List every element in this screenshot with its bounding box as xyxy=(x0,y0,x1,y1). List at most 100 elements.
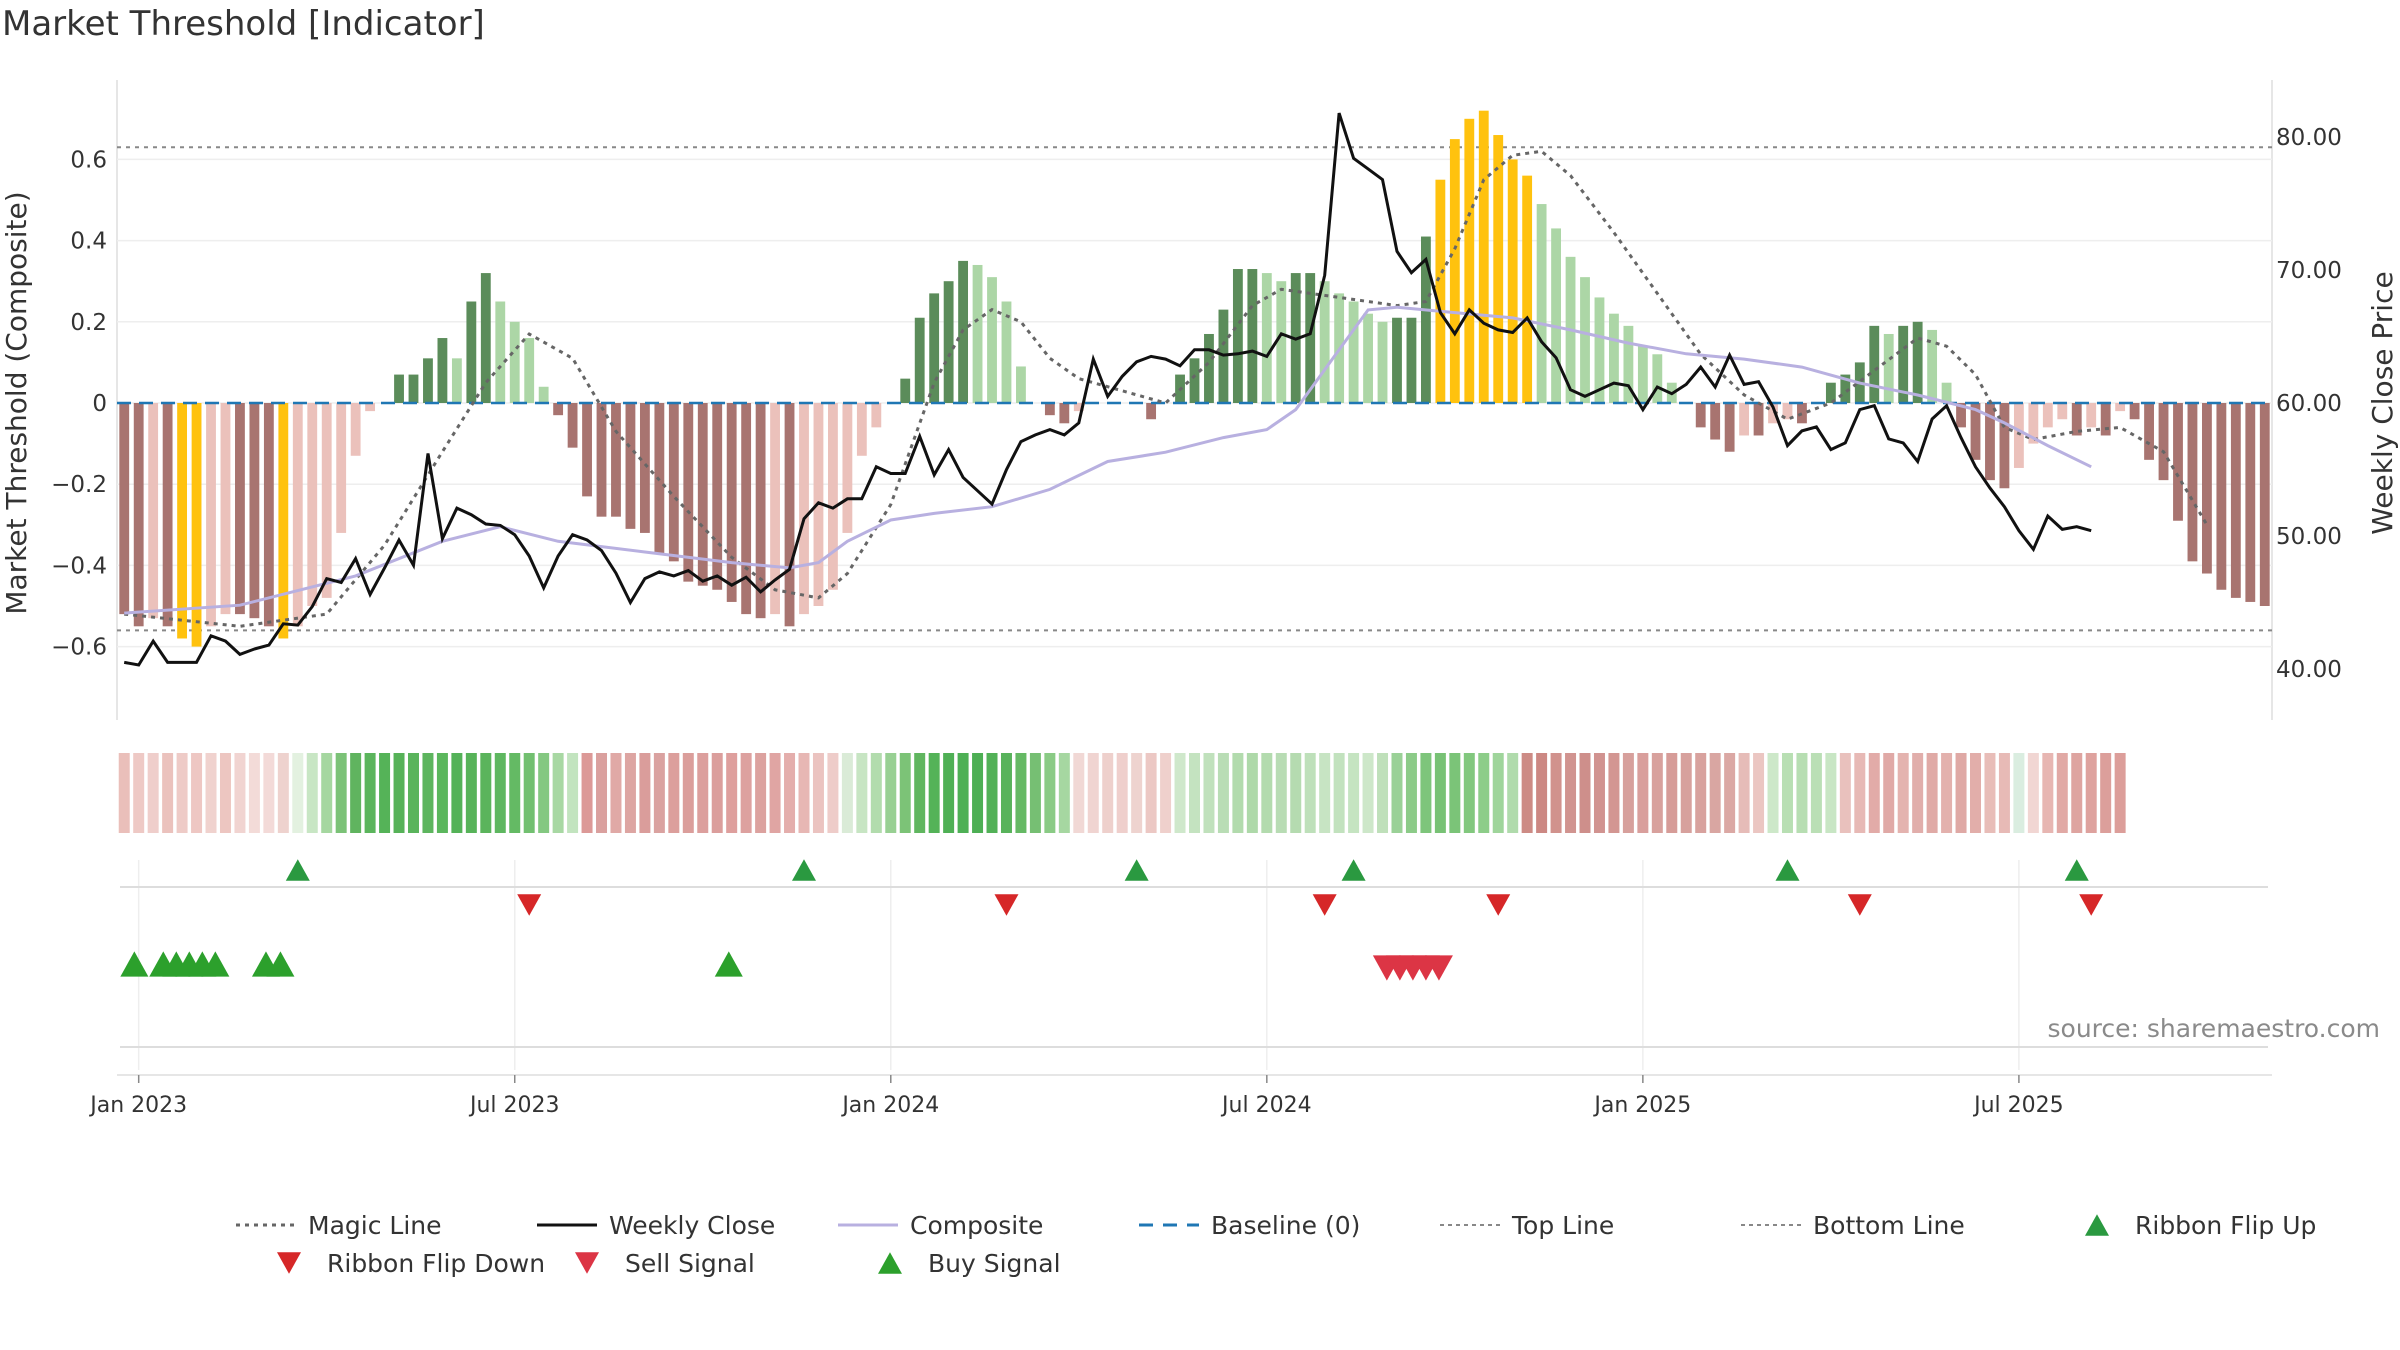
ribbon-flip-down-marker xyxy=(1847,894,1872,916)
ribbon-cell xyxy=(1420,753,1432,833)
composite-bar xyxy=(2028,403,2039,444)
ribbon-cell xyxy=(755,753,767,833)
composite-bar xyxy=(365,403,376,412)
composite-bar xyxy=(1797,403,1807,424)
ribbon-flip-down-marker xyxy=(994,894,1019,916)
ribbon-cell xyxy=(436,753,448,833)
chart-title: Market Threshold [Indicator] xyxy=(2,4,485,44)
composite-bar xyxy=(1232,269,1243,403)
ribbon-cell xyxy=(943,753,955,833)
ribbon-flip-up-marker xyxy=(2064,859,2089,881)
composite-bar xyxy=(784,403,795,627)
ribbon-cell xyxy=(219,753,231,833)
composite-bar xyxy=(712,403,723,590)
ribbon-cell xyxy=(292,753,304,833)
composite-bar xyxy=(1377,321,1388,403)
composite-bar xyxy=(1522,175,1533,403)
composite-bar xyxy=(451,358,462,403)
composite-bar xyxy=(278,403,289,639)
composite-bar xyxy=(423,358,433,403)
composite-bar xyxy=(480,273,491,403)
composite-bar xyxy=(1724,403,1735,452)
ribbon-cell xyxy=(205,753,217,833)
composite-bar xyxy=(639,403,650,533)
composite-bar xyxy=(408,374,419,403)
composite-bar xyxy=(1898,325,1909,403)
composite-bar xyxy=(177,403,188,639)
composite-bar xyxy=(1305,273,1316,403)
composite-bar xyxy=(1189,358,1200,403)
composite-bar xyxy=(495,301,506,403)
ribbon-cell xyxy=(1029,753,1041,833)
composite-bar xyxy=(1406,317,1417,403)
x-tick-label: Jul 2025 xyxy=(1972,1093,2064,1118)
ribbon-cell xyxy=(1897,753,1909,833)
ribbon-cell xyxy=(1116,753,1128,833)
composite-bar xyxy=(2216,403,2227,590)
composite-bar xyxy=(1739,403,1750,436)
composite-bar xyxy=(929,293,940,403)
ribbon-cell xyxy=(812,753,824,833)
ribbon-cell xyxy=(957,753,969,833)
legend-label: Ribbon Flip Down xyxy=(327,1249,545,1278)
ribbon-cell xyxy=(552,753,564,833)
composite-bar xyxy=(1594,297,1605,403)
ribbon-flip-down-marker xyxy=(2079,894,2104,916)
y-right-tick-label: 80.00 xyxy=(2276,125,2342,151)
ribbon-cell xyxy=(2114,753,2126,833)
ribbon-cell xyxy=(1449,753,1461,833)
composite-bar xyxy=(582,403,592,497)
ribbon-cell xyxy=(697,753,709,833)
composite-bar xyxy=(2187,403,2198,562)
composite-bar xyxy=(2144,403,2154,460)
composite-bar xyxy=(1623,325,1634,403)
composite-bar xyxy=(1637,346,1648,403)
ribbon-cell xyxy=(1825,753,1837,833)
composite-bar xyxy=(133,403,144,627)
ribbon-cell xyxy=(1015,753,1027,833)
composite-bar xyxy=(1059,403,1070,424)
legend-label: Baseline (0) xyxy=(1211,1211,1360,1240)
ribbon-cell xyxy=(624,753,636,833)
composite-bar xyxy=(1146,403,1157,420)
composite-bar xyxy=(668,403,679,562)
buy-signal-marker xyxy=(201,951,230,977)
ribbon-cell xyxy=(798,753,810,833)
ribbon-cell xyxy=(668,753,680,833)
composite-bar xyxy=(900,378,911,403)
composite-bar xyxy=(119,403,130,615)
ribbon-cell xyxy=(682,753,694,833)
legend-label: Magic Line xyxy=(308,1211,442,1240)
composite-bar xyxy=(336,403,347,533)
composite-bar xyxy=(1825,382,1836,403)
legend-marker xyxy=(878,1252,902,1274)
composite-bar xyxy=(2086,403,2097,428)
composite-bar xyxy=(263,403,274,627)
ribbon-cell xyxy=(1304,753,1316,833)
ribbon-cell xyxy=(1796,753,1808,833)
composite-bar xyxy=(1999,403,2010,489)
composite-bar xyxy=(1970,403,1981,460)
legend-marker xyxy=(277,1252,301,1274)
composite-bar xyxy=(1276,281,1287,403)
ribbon-cell xyxy=(1984,753,1996,833)
legend-label: Sell Signal xyxy=(625,1249,755,1278)
ribbon-cell xyxy=(523,753,535,833)
ribbon-cell xyxy=(1767,753,1779,833)
ribbon-cell xyxy=(1391,753,1403,833)
composite-bar xyxy=(2042,403,2053,428)
ribbon-cell xyxy=(350,753,362,833)
legend-label: Top Line xyxy=(1511,1211,1614,1240)
ribbon-flip-down-marker xyxy=(517,894,542,916)
composite-bar xyxy=(741,403,752,615)
ribbon-cell xyxy=(899,753,911,833)
ribbon-cell xyxy=(1492,753,1504,833)
ribbon-cell xyxy=(1319,753,1331,833)
legend-marker xyxy=(575,1252,599,1274)
ribbon-cell xyxy=(1275,753,1287,833)
x-tick-label: Jul 2024 xyxy=(1220,1093,1312,1118)
composite-bar xyxy=(148,403,159,619)
composite-bar xyxy=(1319,281,1330,403)
ribbon-cell xyxy=(2027,753,2039,833)
ribbon-cell xyxy=(1478,753,1490,833)
